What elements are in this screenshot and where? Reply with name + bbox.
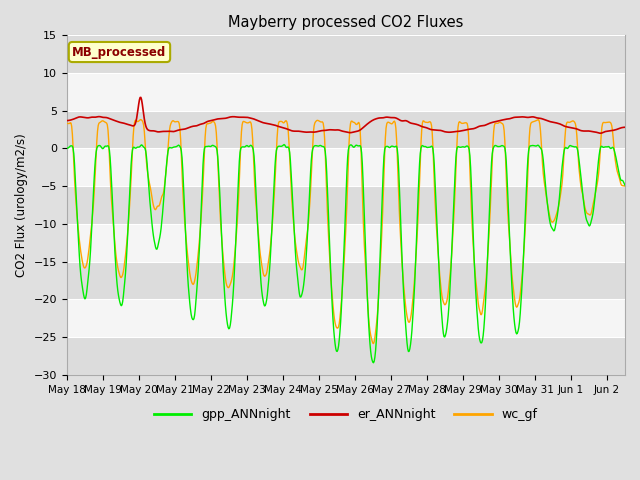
Bar xyxy=(67,262,625,300)
Bar xyxy=(67,337,625,375)
Bar xyxy=(67,111,625,148)
Bar xyxy=(67,36,625,73)
Title: Mayberry processed CO2 Fluxes: Mayberry processed CO2 Fluxes xyxy=(228,15,463,30)
Legend: gpp_ANNnight, er_ANNnight, wc_gf: gpp_ANNnight, er_ANNnight, wc_gf xyxy=(149,403,543,426)
Y-axis label: CO2 Flux (urology/m2/s): CO2 Flux (urology/m2/s) xyxy=(15,133,28,277)
Bar xyxy=(67,186,625,224)
Text: MB_processed: MB_processed xyxy=(72,46,166,59)
